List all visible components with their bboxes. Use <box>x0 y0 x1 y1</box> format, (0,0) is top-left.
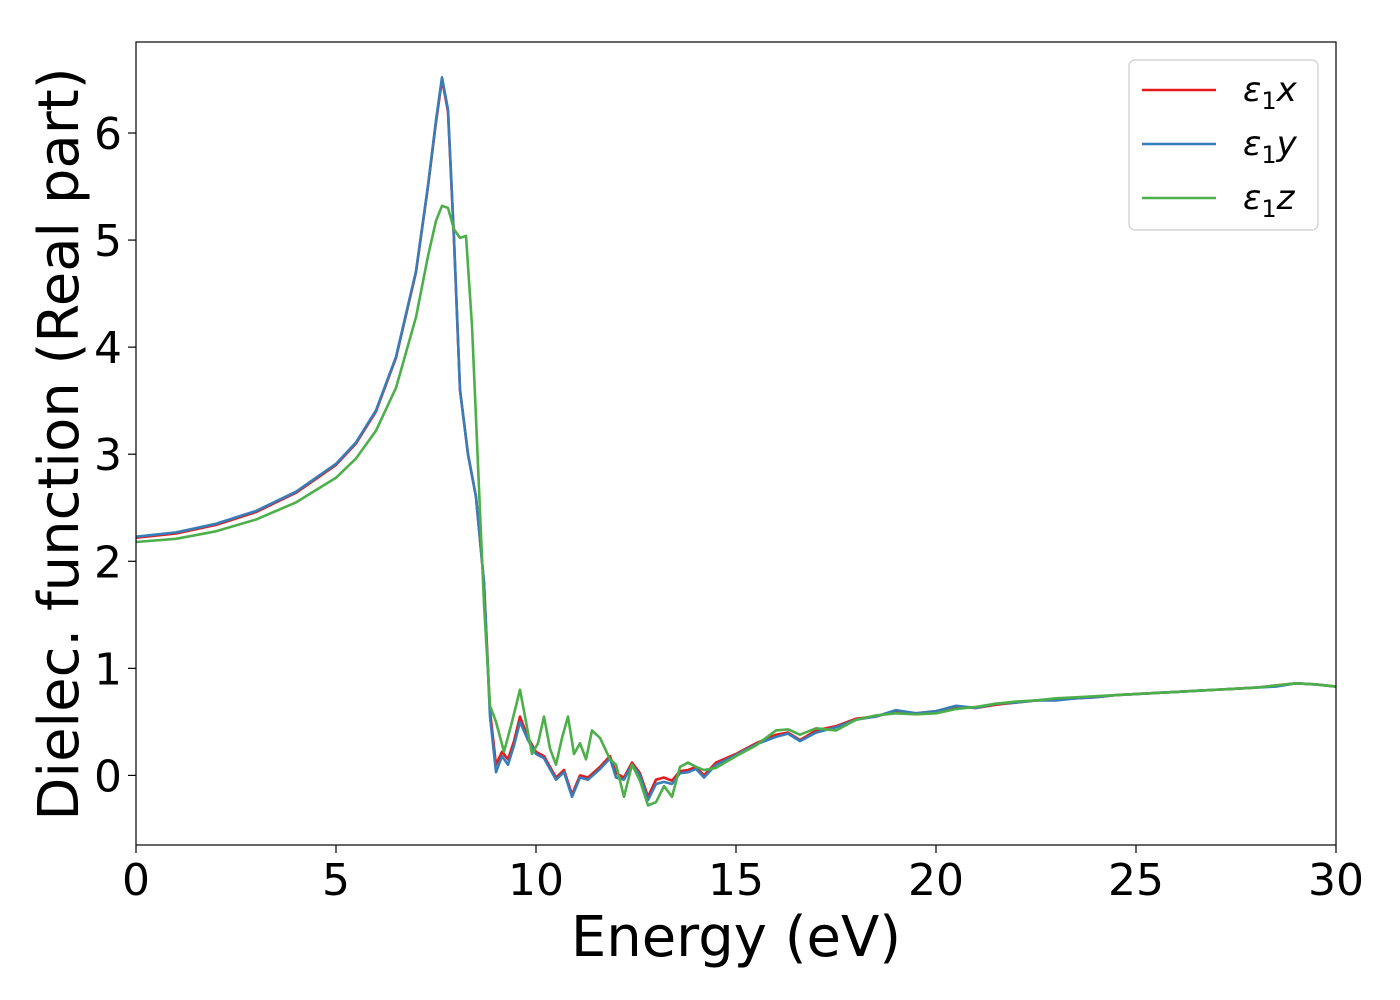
x-tick-label: 5 <box>322 855 350 906</box>
legend-label-sub: 1 <box>1261 195 1276 223</box>
y-tick-label: 3 <box>94 430 122 481</box>
x-tick-label: 25 <box>1108 855 1164 906</box>
y-tick-label: 4 <box>94 323 122 374</box>
legend-label-z: ε1z <box>1243 178 1296 223</box>
legend-box <box>1128 59 1319 231</box>
x-axis-title: Energy (eV) <box>571 905 901 970</box>
legend-label-sub: 1 <box>1261 141 1276 169</box>
legend-label-x: ε1x <box>1243 70 1298 115</box>
legend-label-base: ε <box>1243 70 1261 110</box>
y-axis-title: Dielec. function (Real part) <box>27 67 92 820</box>
legend-label-suffix: y <box>1276 124 1298 164</box>
legend-label-sub: 1 <box>1261 87 1276 115</box>
legend-label-suffix: z <box>1276 178 1296 218</box>
y-tick-label: 6 <box>94 109 122 160</box>
x-tick-label: 20 <box>908 855 964 906</box>
y-tick-label: 0 <box>94 751 122 802</box>
x-axis: 0 5 10 15 20 25 30 <box>122 845 1364 906</box>
y-tick-label: 2 <box>94 537 122 588</box>
legend-label-base: ε <box>1243 178 1261 218</box>
x-tick-label: 15 <box>708 855 764 906</box>
series-layer <box>136 76 1336 807</box>
y-axis: 0 1 2 3 4 5 6 <box>94 109 136 802</box>
legend-label-suffix: x <box>1276 70 1298 110</box>
y-tick-label: 1 <box>94 644 122 695</box>
y-tick-label: 5 <box>94 216 122 267</box>
legend-label-y: ε1y <box>1243 124 1298 169</box>
x-tick-label: 10 <box>508 855 564 906</box>
x-tick-label: 30 <box>1308 855 1364 906</box>
x-tick-label: 0 <box>122 855 150 906</box>
legend-label-base: ε <box>1243 124 1261 164</box>
series-line-z <box>136 204 1336 807</box>
